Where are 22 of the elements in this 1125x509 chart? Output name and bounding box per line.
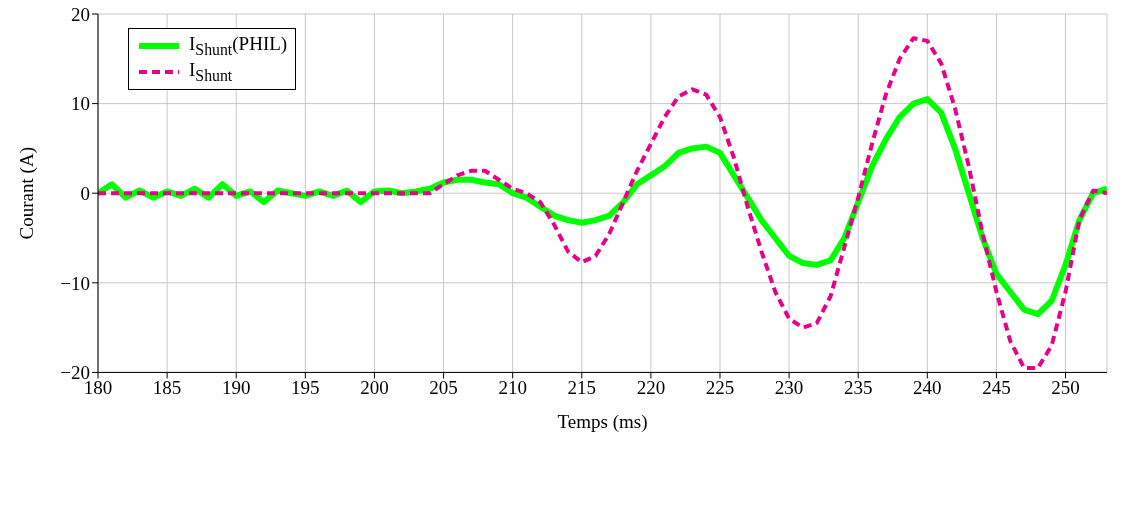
- legend-label: I$_{Shunt}$: [189, 58, 233, 85]
- x-tick-label: 185: [152, 376, 182, 398]
- x-tick-label: 215: [567, 376, 597, 398]
- x-tick-label: 195: [291, 376, 320, 398]
- x-tick-label: 225: [705, 376, 735, 398]
- x-tick-label: 230: [774, 376, 804, 398]
- x-tick-label: 245: [982, 376, 1011, 398]
- x-tick-label: 250: [1051, 376, 1080, 398]
- x-tick-label: 200: [360, 376, 389, 398]
- x-tick-label: 190: [221, 376, 251, 398]
- y-tick-label: 10: [71, 93, 90, 115]
- x-axis-title: Temps (ms): [557, 411, 648, 434]
- y-tick-label: 20: [71, 3, 90, 25]
- x-tick-label: 210: [498, 376, 527, 398]
- y-tick-label: 0: [80, 182, 90, 204]
- y-axis-title: Courant (A): [15, 147, 38, 240]
- x-tick-label: 205: [429, 376, 458, 398]
- x-tick-label: 240: [913, 376, 942, 398]
- x-tick-label: 220: [636, 376, 666, 398]
- legend-label: I$_{Shunt}$(PHIL): [189, 33, 288, 59]
- y-tick-label: −10: [60, 272, 90, 294]
- x-tick-label: 235: [843, 376, 873, 398]
